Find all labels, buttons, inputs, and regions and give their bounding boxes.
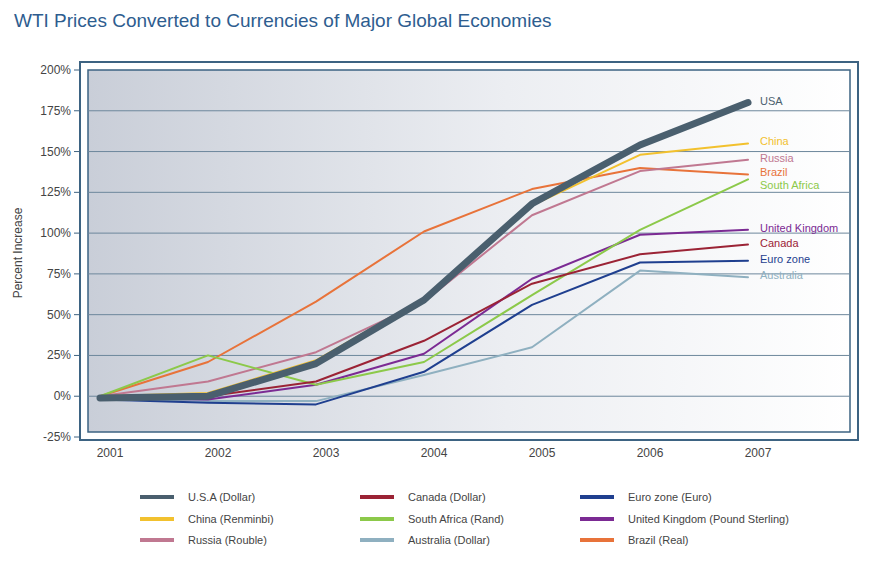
y-tick — [74, 437, 80, 438]
grid-line — [88, 273, 850, 274]
legend-label: Australia (Dollar) — [408, 534, 490, 546]
series-line — [100, 143, 748, 396]
y-tick-label: -25% — [43, 430, 71, 444]
legend-swatch — [360, 538, 394, 542]
chart: WTI Prices Converted to Currencies of Ma… — [0, 0, 880, 568]
grid-line — [88, 314, 850, 315]
series-end-label: Australia — [760, 269, 804, 281]
y-tick-label: 0% — [54, 389, 72, 403]
series-end-label: China — [760, 135, 790, 147]
title: WTI Prices Converted to Currencies of Ma… — [14, 10, 551, 31]
y-tick-label: 50% — [47, 308, 71, 322]
series-line — [100, 271, 748, 402]
series-end-label: Russia — [760, 152, 795, 164]
outer-frame — [80, 62, 858, 440]
grid-line — [88, 355, 850, 356]
series-end-label: South Africa — [760, 179, 820, 191]
series-end-label: USA — [760, 95, 783, 107]
y-tick-label: 100% — [40, 226, 71, 240]
x-tick-label: 2007 — [745, 446, 772, 460]
series-line — [100, 160, 748, 397]
y-tick — [74, 110, 80, 111]
y-tick — [74, 314, 80, 315]
legend-label: Russia (Rouble) — [188, 534, 267, 546]
grid-line — [88, 151, 850, 152]
y-tick-label: 25% — [47, 348, 71, 362]
lines — [100, 103, 748, 405]
legend-label: China (Renminbi) — [188, 513, 274, 525]
x-tick-label: 2005 — [529, 446, 556, 460]
legend-label: U.S.A (Dollar) — [188, 491, 255, 503]
legend-swatch — [360, 517, 394, 521]
grid-line — [88, 192, 850, 193]
x-tick-label: 2002 — [205, 446, 232, 460]
y-tick-label: 175% — [40, 104, 71, 118]
grid — [74, 70, 850, 437]
x-tick-label: 2001 — [97, 446, 124, 460]
x-tick-label: 2004 — [421, 446, 448, 460]
y-tick — [74, 396, 80, 397]
series-line — [100, 230, 748, 400]
legend-swatch — [580, 495, 614, 499]
series-end-label: Euro zone — [760, 253, 810, 265]
y-tick — [74, 192, 80, 193]
y-tick — [74, 70, 80, 71]
y-tick — [74, 151, 80, 152]
legend-swatch — [360, 495, 394, 499]
y-axis-label: Percent Increase — [11, 207, 25, 298]
legend: U.S.A (Dollar) Canada (Dollar) Euro zone (… — [140, 491, 789, 546]
legend-label: Euro zone (Euro) — [628, 491, 712, 503]
legend-label: United Kingdom (Pound Sterling) — [628, 513, 789, 525]
legend-swatch — [140, 517, 174, 521]
legend-swatch — [140, 495, 174, 499]
y-tick-label: 75% — [47, 267, 71, 281]
series-line — [100, 245, 748, 398]
series-line — [100, 168, 748, 396]
series-end-label: United Kingdom — [760, 222, 838, 234]
series-end-label: Brazil — [760, 166, 788, 178]
y-tick — [74, 233, 80, 234]
series-line — [100, 179, 748, 396]
grid-line — [88, 233, 850, 234]
y-tick — [74, 355, 80, 356]
y-tick-label: 150% — [40, 145, 71, 159]
series-line — [100, 103, 748, 398]
legend-label: Canada (Dollar) — [408, 491, 486, 503]
legend-swatch — [580, 517, 614, 521]
legend-label: South Africa (Rand) — [408, 513, 504, 525]
legend-swatch — [140, 538, 174, 542]
y-tick-label: 200% — [40, 63, 71, 77]
y-tick — [74, 273, 80, 274]
y-tick-label: 125% — [40, 185, 71, 199]
x-tick-label: 2003 — [313, 446, 340, 460]
legend-label: Brazil (Real) — [628, 534, 689, 546]
series-line — [100, 261, 748, 405]
x-tick-label: 2006 — [637, 446, 664, 460]
legend-swatch — [580, 538, 614, 542]
plot-area — [88, 70, 850, 432]
series-end-label: Canada — [760, 237, 799, 249]
